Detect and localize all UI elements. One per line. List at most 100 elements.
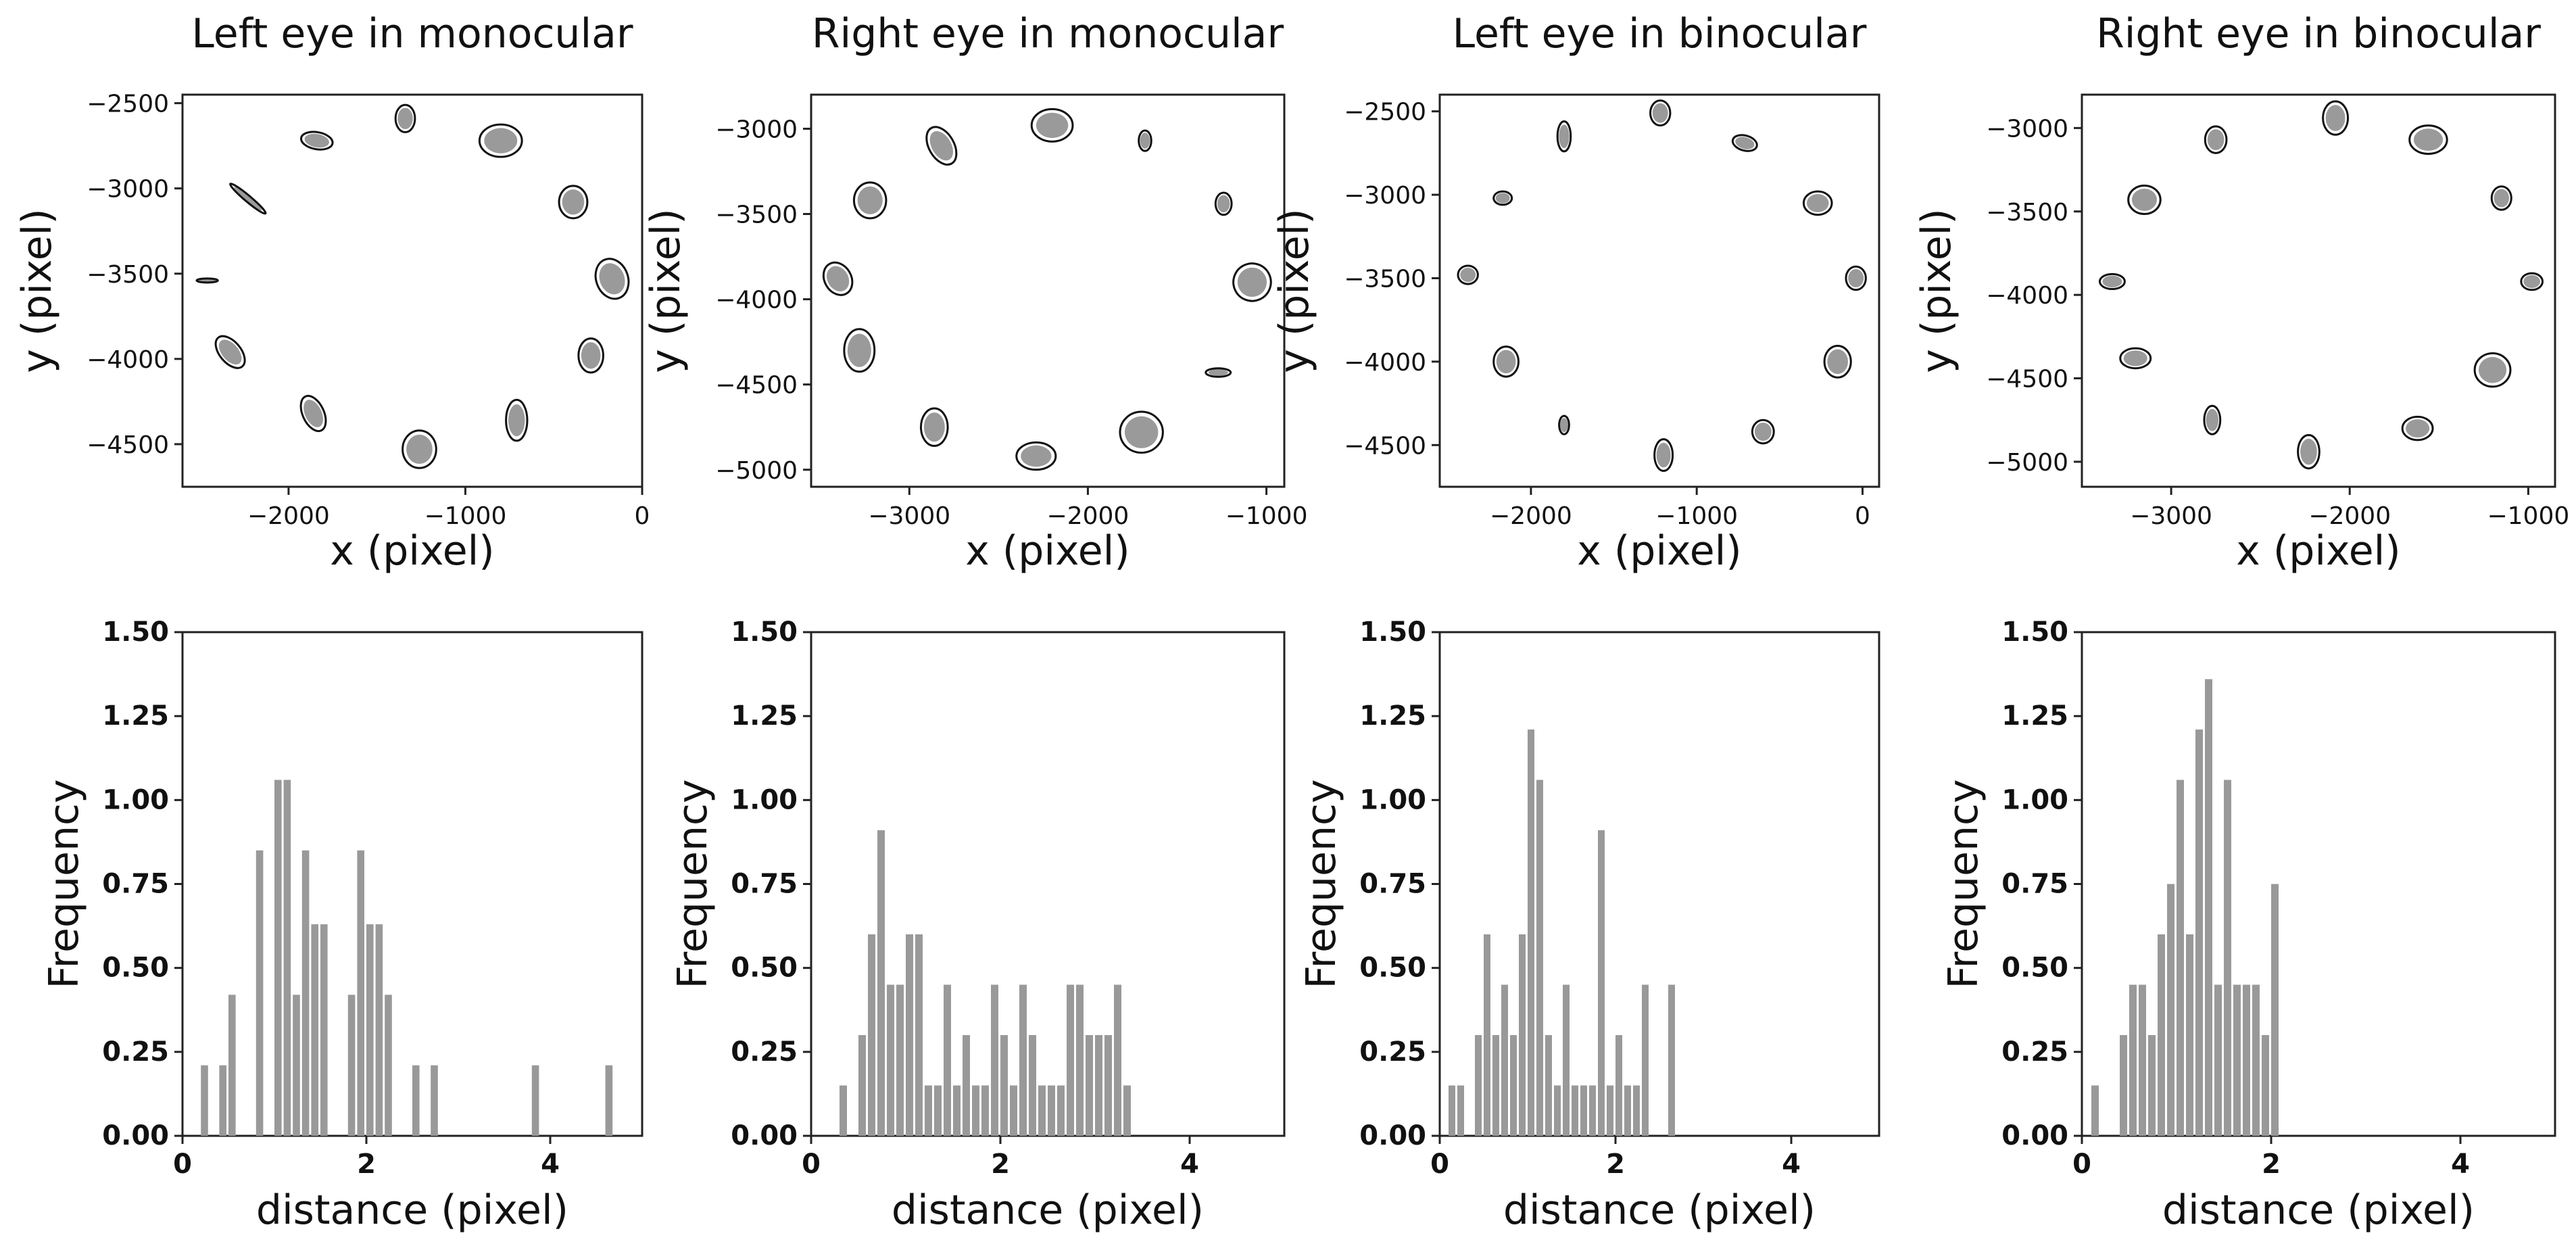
point-cluster: [2325, 105, 2346, 131]
histogram-bar: [2262, 1035, 2269, 1136]
point-cluster: [2413, 128, 2444, 151]
histogram-bar: [906, 934, 913, 1136]
x-tick-label: 0: [802, 1149, 821, 1180]
point-cluster: [1495, 193, 1510, 204]
confidence-ellipse: [1030, 107, 1074, 143]
confidence-ellipse: [2473, 352, 2512, 388]
histogram-bar: [1563, 984, 1570, 1136]
confidence-ellipse: [505, 398, 529, 442]
point-cluster: [1656, 442, 1671, 468]
y-axis-label: y (pixel): [642, 208, 689, 373]
x-tick-label: 2: [991, 1149, 1010, 1180]
confidence-ellipse: [2204, 125, 2228, 154]
panel-4: 0 2 4 0.00 0.25 0.50 0.75 1.00 1.25 1.50 distance …: [41, 617, 643, 1234]
histogram-bar: [293, 995, 300, 1136]
histogram-bar: [1000, 1035, 1008, 1136]
histogram-bar: [219, 1065, 226, 1136]
y-tick-label: −3000: [87, 176, 169, 204]
confidence-ellipse: [558, 185, 589, 220]
histogram-bar: [972, 1085, 979, 1136]
confidence-ellipse: [1492, 345, 1520, 378]
histogram-bar: [1449, 1085, 1455, 1136]
histogram-bar: [2205, 679, 2212, 1136]
y-axis-label: y (pixel): [1913, 208, 1960, 373]
histogram-bar: [944, 984, 951, 1136]
point-cluster: [1036, 112, 1069, 139]
x-tick-label: 0: [635, 502, 650, 530]
y-axis-label: Frequency: [1940, 780, 1987, 989]
y-tick-label: 0.00: [102, 1120, 169, 1151]
confidence-ellipse: [1845, 265, 1867, 291]
histogram-bar: [1589, 1085, 1596, 1136]
histogram-bar: [1624, 1085, 1631, 1136]
y-tick-label: 0.00: [1359, 1120, 1426, 1151]
y-tick-label: 1.50: [731, 617, 798, 648]
point-cluster: [397, 107, 413, 130]
point-cluster: [827, 266, 850, 292]
confidence-ellipse: [299, 395, 327, 433]
confidence-ellipse: [195, 277, 219, 284]
confidence-ellipse: [822, 261, 854, 296]
confidence-ellipse: [1457, 264, 1479, 285]
y-tick-label: −3000: [1986, 115, 2068, 143]
point-cluster: [1827, 349, 1848, 375]
confidence-ellipse: [1214, 191, 1233, 216]
x-tick-label: −1000: [1655, 502, 1738, 530]
histogram-bar: [2243, 984, 2250, 1136]
histogram-bar: [366, 924, 374, 1136]
histogram-bar: [412, 1065, 420, 1136]
confidence-ellipse: [478, 123, 523, 158]
histogram-bar: [2091, 1085, 2099, 1136]
y-tick-label: 0.25: [731, 1036, 798, 1068]
histogram-bar: [840, 1085, 847, 1136]
y-tick-label: −4000: [1986, 282, 2068, 310]
confidence-ellipse: [1556, 120, 1572, 153]
y-tick-label: 1.25: [2001, 700, 2068, 732]
point-cluster: [929, 130, 954, 161]
histogram-bar: [915, 934, 923, 1136]
histogram-bar: [357, 850, 364, 1136]
point-cluster: [1848, 269, 1864, 287]
y-axis-label: Frequency: [669, 780, 716, 989]
histogram-bar: [1501, 984, 1508, 1136]
histogram-bar: [1536, 780, 1543, 1136]
confidence-ellipse: [1751, 418, 1775, 445]
y-tick-label: −5000: [1986, 449, 2068, 477]
y-tick-label: −3000: [715, 116, 798, 143]
histogram-bar: [1484, 934, 1490, 1136]
point-cluster: [1560, 418, 1568, 433]
histogram-bar: [2167, 884, 2174, 1136]
x-tick-label: 2: [357, 1149, 376, 1180]
y-tick-label: −3000: [1344, 182, 1426, 210]
histogram-bar: [605, 1065, 613, 1136]
plot-frame: [2081, 93, 2556, 488]
y-tick-label: 0.00: [2001, 1120, 2068, 1151]
confidence-ellipse: [299, 130, 334, 151]
point-cluster: [2300, 438, 2317, 465]
point-cluster: [303, 400, 323, 427]
point-cluster: [1652, 103, 1668, 123]
plot-frame: [181, 631, 643, 1137]
x-axis-label: distance (pixel): [892, 1187, 1204, 1234]
histogram-bar: [2195, 729, 2203, 1136]
y-tick-label: −3500: [1344, 265, 1426, 293]
x-tick-label: −2000: [247, 502, 330, 530]
point-cluster: [1124, 416, 1159, 448]
point-cluster: [2523, 274, 2541, 289]
point-cluster: [406, 434, 433, 464]
x-axis-label: x (pixel): [2236, 527, 2400, 575]
histogram-bar: [2271, 884, 2279, 1136]
point-cluster: [581, 342, 601, 369]
histogram-bar: [2129, 984, 2137, 1136]
confidence-ellipse: [402, 429, 437, 469]
confidence-ellipse: [1802, 190, 1833, 216]
point-cluster: [1217, 195, 1230, 213]
confidence-ellipse: [1205, 367, 1232, 378]
point-cluster: [1208, 369, 1228, 376]
histogram-bar: [2214, 984, 2222, 1136]
x-tick-label: 0: [173, 1149, 192, 1180]
confidence-ellipse: [1015, 441, 1057, 471]
histogram-bar: [1457, 1085, 1464, 1136]
plot-frame: [810, 93, 1286, 488]
confidence-ellipse: [2098, 272, 2126, 291]
